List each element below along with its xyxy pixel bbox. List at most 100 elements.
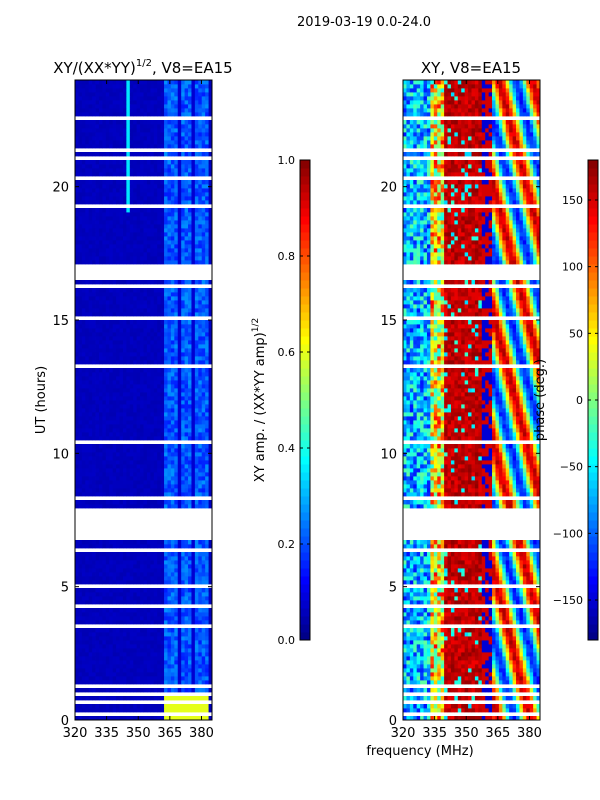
heatmap-cell [143, 452, 148, 457]
heatmap-cell [129, 172, 134, 177]
heatmap-cell [167, 220, 172, 225]
heatmap-cell [143, 344, 148, 349]
heatmap-cell [129, 200, 134, 205]
heatmap-cell [133, 184, 138, 189]
heatmap-cell [146, 424, 151, 429]
heatmap-cell [102, 452, 107, 457]
heatmap-cell [184, 224, 189, 229]
heatmap-cell [81, 200, 86, 205]
heatmap-cell [140, 396, 144, 401]
heatmap-cell [85, 472, 90, 477]
heatmap-cell [140, 164, 144, 169]
heatmap-cell [170, 220, 175, 225]
heatmap-cell [129, 164, 134, 169]
heatmap-cell [201, 452, 206, 457]
heatmap-cell [136, 376, 141, 381]
heatmap-cell [116, 540, 120, 545]
heatmap-cell [75, 552, 79, 557]
heatmap-cell [105, 320, 110, 325]
heatmap-cell [191, 564, 196, 569]
heatmap-cell [119, 416, 124, 421]
heatmap-cell [157, 600, 162, 605]
heatmap-cell [92, 400, 96, 405]
heatmap-cell [198, 112, 203, 117]
heatmap-cell [157, 124, 162, 129]
heatmap-cell [126, 132, 131, 137]
heatmap-cell [177, 280, 182, 285]
heatmap-cell [177, 632, 182, 637]
heatmap-cell [157, 640, 162, 645]
heatmap-cell [205, 612, 209, 617]
heatmap-cell [194, 236, 199, 241]
heatmap-cell [126, 648, 131, 653]
heatmap-cell [157, 304, 162, 309]
heatmap-cell [92, 404, 96, 409]
heatmap-cell [140, 140, 144, 145]
heatmap-cell [95, 392, 100, 397]
heatmap-cell [116, 356, 120, 361]
heatmap-cell [78, 280, 83, 285]
heatmap-cell [170, 648, 175, 653]
heatmap-cell [157, 308, 162, 313]
heatmap-cell [194, 352, 199, 357]
heatmap-cell [98, 468, 103, 473]
heatmap-cell [75, 580, 79, 585]
heatmap-cell [98, 716, 103, 721]
heatmap-cell [119, 376, 124, 381]
heatmap-cell [126, 256, 131, 261]
heatmap-cell [95, 292, 100, 297]
heatmap-cell [184, 592, 189, 597]
heatmap-cell [205, 368, 209, 373]
heatmap-cell [126, 484, 131, 489]
heatmap-cell [126, 400, 131, 405]
heatmap-cell [170, 576, 175, 581]
heatmap-cell [102, 348, 107, 353]
heatmap-cell [184, 288, 189, 293]
heatmap-cell [191, 592, 196, 597]
heatmap-cell [98, 676, 103, 681]
heatmap-cell [160, 636, 165, 641]
heatmap-cell [153, 144, 158, 149]
heatmap-cell [95, 120, 100, 125]
heatmap-cell [102, 292, 107, 297]
heatmap-cell [153, 588, 158, 593]
heatmap-cell [95, 588, 100, 593]
heatmap-cell [105, 360, 110, 365]
heatmap-cell [184, 376, 189, 381]
heatmap-cell [184, 180, 189, 185]
heatmap-cell [102, 184, 107, 189]
heatmap-cell [181, 468, 185, 473]
heatmap-cell [88, 392, 93, 397]
heatmap-cell [143, 388, 148, 393]
heatmap-cell [188, 632, 192, 637]
heatmap-cell [112, 560, 117, 565]
heatmap-cell [177, 392, 182, 397]
heatmap-cell [140, 492, 144, 497]
heatmap-cell [78, 332, 83, 337]
heatmap-cell [198, 280, 203, 285]
heatmap-cell [170, 292, 175, 297]
heatmap-cell [109, 252, 114, 257]
heatmap-cell [157, 388, 162, 393]
heatmap-cell [75, 408, 79, 413]
heatmap-cell [85, 696, 90, 701]
heatmap-cell [129, 324, 134, 329]
heatmap-cell [109, 416, 114, 421]
heatmap-cell [184, 560, 189, 565]
heatmap-cell [129, 716, 134, 721]
heatmap-cell [136, 112, 141, 117]
heatmap-cell [146, 236, 151, 241]
heatmap-cell [184, 352, 189, 357]
heatmap-cell [170, 552, 175, 557]
heatmap-cell [194, 672, 199, 677]
heatmap-cell [205, 336, 209, 341]
heatmap-cell [105, 472, 110, 477]
heatmap-cell [109, 660, 114, 665]
heatmap-cell [157, 672, 162, 677]
heatmap-cell [188, 136, 192, 141]
heatmap-cell [85, 456, 90, 461]
heatmap-cell [102, 432, 107, 437]
heatmap-cell [167, 628, 172, 633]
heatmap-cell [136, 372, 141, 377]
heatmap-cell [160, 556, 165, 561]
